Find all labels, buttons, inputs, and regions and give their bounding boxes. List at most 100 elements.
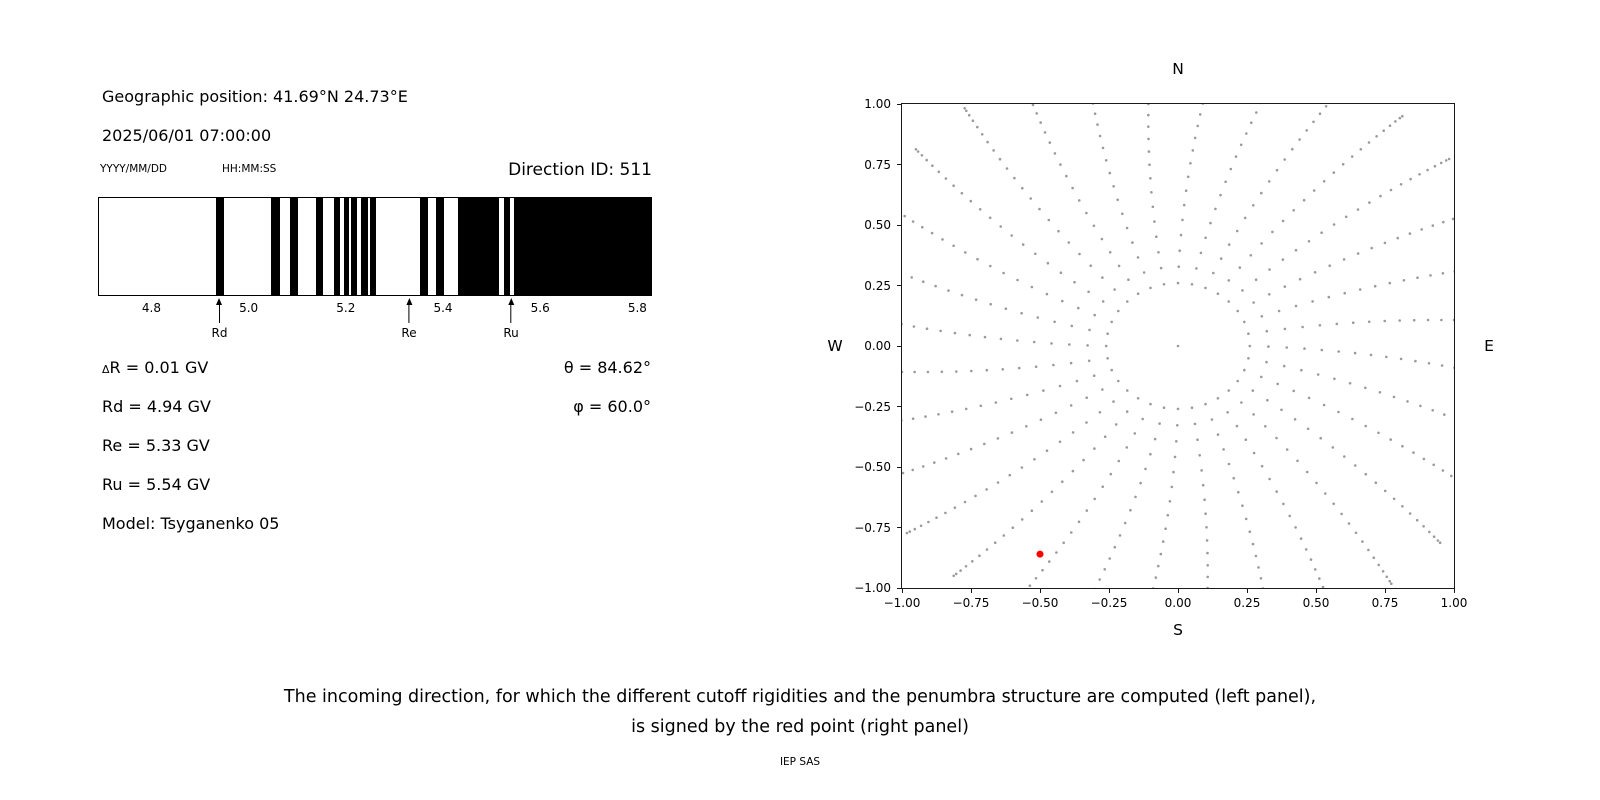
direction-dot: [1318, 577, 1321, 580]
y-tick-mark: [897, 466, 901, 468]
direction-dot: [1159, 552, 1163, 556]
direction-dot: [1340, 512, 1343, 516]
direction-dot: [1176, 281, 1180, 285]
direction-dot: [1300, 368, 1303, 372]
direction-dot: [1109, 472, 1113, 476]
direction-dot: [902, 471, 905, 475]
direction-dot: [1294, 304, 1298, 308]
direction-dot: [1356, 252, 1360, 255]
direction-dot: [1260, 242, 1263, 245]
direction-dot: [1116, 198, 1119, 202]
penumbra-marker-ru: Ru: [503, 298, 519, 340]
direction-dot: [1098, 578, 1101, 581]
direction-dot: [988, 216, 992, 220]
direction-dot: [1173, 455, 1177, 459]
direction-dot: [1374, 481, 1378, 485]
marker-label: Re: [401, 326, 417, 340]
direction-dot: [1030, 509, 1034, 512]
direction-dot: [986, 140, 989, 144]
direction-dot: [1166, 513, 1170, 517]
direction-dot: [1112, 400, 1115, 403]
x-tick-label: −1.00: [883, 596, 921, 610]
direction-dot: [1327, 295, 1331, 299]
direction-dot: [1108, 251, 1112, 254]
y-tick-mark: [897, 587, 901, 589]
direction-dot: [1010, 234, 1013, 237]
x-tick-label: 0.25: [1233, 596, 1261, 610]
direction-dot: [1092, 374, 1096, 378]
direction-dot: [1101, 485, 1104, 489]
direction-dot: [1013, 176, 1016, 180]
direction-dot: [1050, 490, 1054, 494]
direction-dot: [1443, 413, 1446, 416]
direction-dot: [935, 516, 938, 519]
direction-dot: [1052, 363, 1055, 367]
direction-dot: [1304, 548, 1308, 551]
x-tick-label: −0.75: [952, 596, 990, 610]
direction-dot: [1227, 243, 1231, 246]
direction-dot: [1085, 421, 1088, 424]
direction-dot: [1453, 270, 1454, 273]
y-tick-mark: [897, 285, 901, 286]
direction-dot: [1439, 161, 1443, 165]
direction-dot: [1247, 357, 1250, 360]
direction-dot: [1367, 141, 1371, 144]
direction-dot: [1283, 285, 1287, 288]
direction-dot: [1412, 318, 1416, 322]
direction-dot: [1210, 418, 1214, 421]
direction-dot: [1098, 134, 1102, 138]
direction-dot: [1282, 364, 1286, 368]
penumbra-black-band: [351, 198, 357, 295]
direction-dot: [1320, 231, 1323, 234]
direction-dot: [970, 369, 973, 373]
selected-direction-point: [1036, 550, 1044, 558]
direction-dot: [1112, 185, 1115, 188]
direction-dot: [1307, 240, 1311, 243]
direction-dot: [1098, 411, 1102, 414]
direction-dot: [999, 337, 1003, 341]
direction-dot: [912, 325, 916, 328]
delta-r-text: R = 0.01 GV: [109, 358, 209, 377]
direction-dot: [1189, 162, 1192, 165]
direction-dot: [1136, 397, 1140, 400]
direction-dot: [1087, 359, 1091, 363]
direction-dot: [1313, 271, 1317, 274]
phi-value: φ = 60.0°: [573, 397, 651, 416]
penumbra-black-band: [334, 198, 341, 295]
direction-dot: [1198, 113, 1202, 116]
direction-dot: [996, 481, 1000, 484]
direction-dot: [1408, 512, 1412, 515]
direction-dot: [1250, 121, 1253, 124]
direction-dot: [1176, 424, 1179, 427]
direction-dot: [1147, 150, 1151, 153]
direction-dot: [1383, 319, 1386, 323]
direction-dot: [1216, 433, 1220, 436]
direction-dot: [1025, 425, 1028, 428]
direction-dot: [1070, 531, 1073, 534]
direction-dot: [1241, 504, 1244, 508]
direction-dot: [983, 335, 987, 339]
direction-dot: [1020, 518, 1024, 521]
direction-dot: [960, 293, 964, 297]
direction-dot: [1315, 481, 1318, 485]
ru-value: Ru = 5.54 GV: [102, 475, 211, 494]
direction-dot: [1341, 163, 1345, 166]
direction-dot: [1252, 204, 1255, 207]
direction-dot: [1034, 577, 1038, 580]
direction-dot: [1343, 291, 1346, 295]
direction-dot: [1450, 474, 1453, 478]
credit-text: IEP SAS: [779, 756, 821, 768]
direction-dot: [1431, 409, 1434, 412]
direction-dot: [1238, 266, 1242, 269]
direction-dot: [1260, 315, 1264, 318]
direction-dot: [1226, 411, 1229, 414]
direction-dot: [1236, 309, 1239, 313]
compass-west-label: W: [827, 337, 843, 355]
direction-dot: [1235, 229, 1239, 233]
direction-dot: [952, 184, 955, 187]
direction-dot: [1415, 518, 1419, 522]
direction-dot: [1271, 230, 1274, 234]
direction-dot: [1106, 332, 1109, 335]
direction-dot: [1260, 464, 1264, 468]
direction-dot: [963, 107, 966, 110]
